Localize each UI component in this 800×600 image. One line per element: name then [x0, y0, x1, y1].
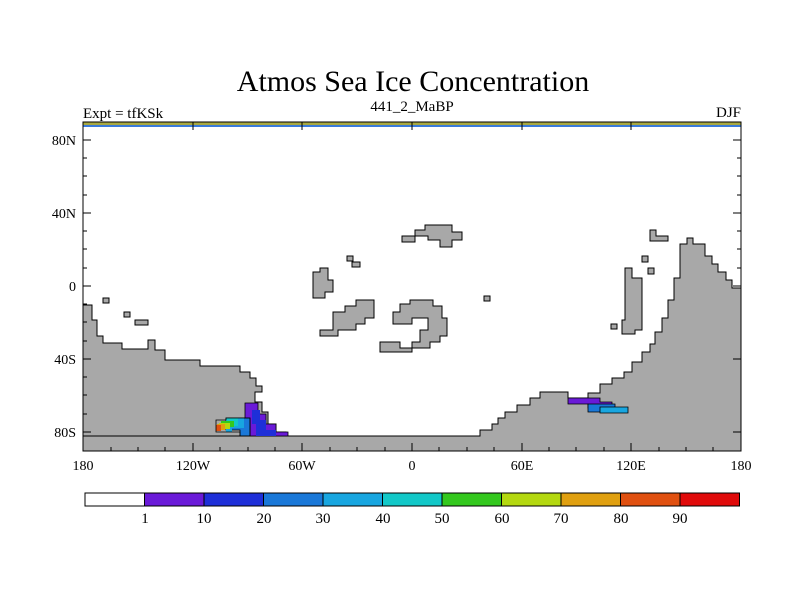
ice-outline-west	[215, 417, 251, 437]
x-tick-label: 60E	[511, 459, 534, 474]
ice-80-90	[216, 425, 221, 431]
island	[134, 319, 149, 326]
land-island-ne	[649, 229, 669, 242]
colorbar-label: 20	[257, 511, 272, 527]
colorbar-label: 30	[316, 511, 331, 527]
island	[647, 267, 655, 275]
colorbar-box	[203, 492, 264, 507]
x-tick-label: 180	[73, 459, 94, 474]
x-tick-label: 120E	[616, 459, 646, 474]
island	[123, 311, 131, 318]
island	[483, 295, 491, 302]
land-island-west	[312, 267, 334, 299]
axis-ticks	[82, 122, 742, 451]
colorbar-label: 70	[554, 511, 569, 527]
colorbar-label: 80	[614, 511, 629, 527]
x-tick-labels: 180 120W 60W 0 60E 120E 180	[73, 459, 752, 474]
ice-east-30-40	[599, 406, 629, 414]
colorbar-label: 10	[197, 511, 212, 527]
land-masses	[82, 224, 742, 452]
period-label: 441_2_MaBP	[370, 99, 453, 115]
land-south-america	[82, 304, 287, 451]
x-tick-label: 180	[731, 459, 752, 474]
season-label: DJF	[716, 105, 741, 121]
land-island-central	[319, 299, 375, 337]
colorbar-box	[501, 492, 562, 507]
experiment-label: Expt = tfKSk	[83, 106, 164, 122]
colorbar-box	[144, 492, 205, 507]
land-island-north	[401, 224, 463, 248]
land-island-east-long	[621, 267, 643, 335]
colorbar-box	[441, 492, 502, 507]
colorbar-label: 90	[673, 511, 688, 527]
colorbar: 1 10 20 30 40 50 60 70 80 90	[84, 492, 740, 527]
colorbar-box	[620, 492, 681, 507]
map-panel: 180 120W 60W 0 60E 120E 180 80N 40N 0 40…	[52, 121, 752, 474]
y-tick-label: 0	[69, 280, 76, 295]
y-tick-label: 80S	[54, 426, 76, 441]
island	[610, 323, 618, 330]
island	[346, 255, 354, 262]
sea-ice-patches	[215, 397, 629, 437]
x-tick-label: 120W	[176, 459, 211, 474]
y-tick-label: 40N	[52, 207, 76, 222]
colorbar-label: 40	[376, 511, 391, 527]
land-island-east	[392, 299, 448, 349]
x-tick-label: 60W	[288, 459, 316, 474]
colorbar-box	[322, 492, 383, 507]
y-tick-labels: 80N 40N 0 40S 80S	[52, 134, 76, 441]
land-island-south	[379, 341, 413, 353]
island	[102, 297, 110, 304]
island	[351, 261, 361, 268]
island	[641, 255, 649, 263]
x-tick-label: 0	[409, 459, 416, 474]
colorbar-box	[84, 492, 145, 507]
land-antarctica	[82, 237, 742, 452]
figure-title: Atmos Sea Ice Concentration	[237, 65, 589, 98]
colorbar-label: 50	[435, 511, 450, 527]
y-tick-label: 80N	[52, 134, 76, 149]
colorbar-labels: 1 10 20 30 40 50 60 70 80 90	[141, 511, 687, 527]
colorbar-box	[263, 492, 324, 507]
colorbar-label: 60	[495, 511, 510, 527]
colorbar-box	[382, 492, 443, 507]
y-tick-label: 40S	[54, 353, 76, 368]
colorbar-label: 1	[141, 511, 149, 527]
colorbar-box	[679, 492, 740, 507]
colorbar-box	[560, 492, 621, 507]
ice-10-20	[252, 410, 276, 436]
colorbar-boxes	[84, 492, 740, 507]
